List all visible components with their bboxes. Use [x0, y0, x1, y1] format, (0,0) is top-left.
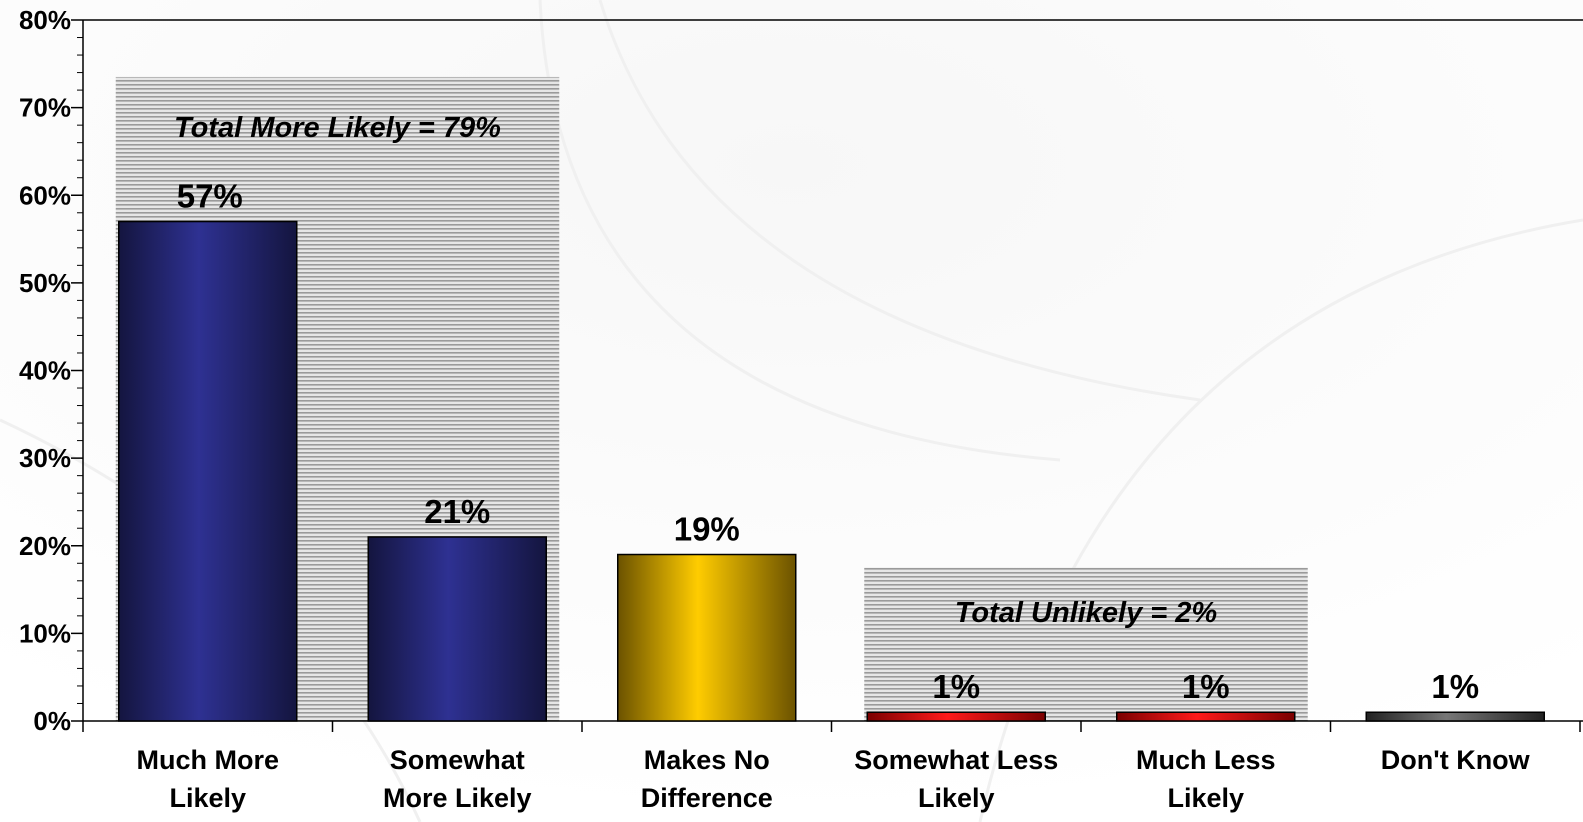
value-label-3: 1%: [932, 668, 980, 705]
y-tick-label: 40%: [19, 356, 71, 386]
category-label-4: Likely: [1167, 783, 1244, 813]
group-box-1: [864, 567, 1308, 721]
bar-5: [1365, 711, 1545, 722]
category-label-1: Somewhat: [390, 745, 525, 775]
bar-0: [118, 220, 298, 722]
category-label-2: Makes No: [644, 745, 770, 775]
category-label-0: Much More: [136, 745, 279, 775]
value-label-5: 1%: [1431, 668, 1479, 705]
category-label-3: Likely: [918, 783, 995, 813]
category-label-4: Much Less: [1136, 745, 1276, 775]
y-tick-label: 70%: [19, 93, 71, 123]
value-label-4: 1%: [1182, 668, 1230, 705]
value-label-1: 21%: [424, 493, 490, 530]
group-label-1: Total Unlikely = 2%: [955, 597, 1217, 629]
y-tick-label: 20%: [19, 531, 71, 561]
y-tick-label: 60%: [19, 180, 71, 210]
bar-3: [866, 711, 1046, 722]
y-tick-label: 0%: [33, 706, 71, 736]
y-tick-label: 50%: [19, 268, 71, 298]
category-label-0: Likely: [169, 783, 246, 813]
bar-1: [367, 536, 547, 722]
category-label-3: Somewhat Less: [854, 745, 1058, 775]
y-tick-label: 10%: [19, 618, 71, 648]
y-tick-label: 30%: [19, 443, 71, 473]
category-label-1: More Likely: [383, 783, 532, 813]
group-label-0: Total More Likely = 79%: [174, 112, 501, 144]
category-label-2: Difference: [641, 783, 773, 813]
value-label-0: 57%: [177, 178, 243, 215]
category-label-5: Don't Know: [1381, 745, 1531, 775]
y-tick-label: 80%: [19, 5, 71, 35]
bar-4: [1116, 711, 1296, 722]
bar-2: [617, 553, 797, 722]
value-label-2: 19%: [674, 511, 740, 548]
